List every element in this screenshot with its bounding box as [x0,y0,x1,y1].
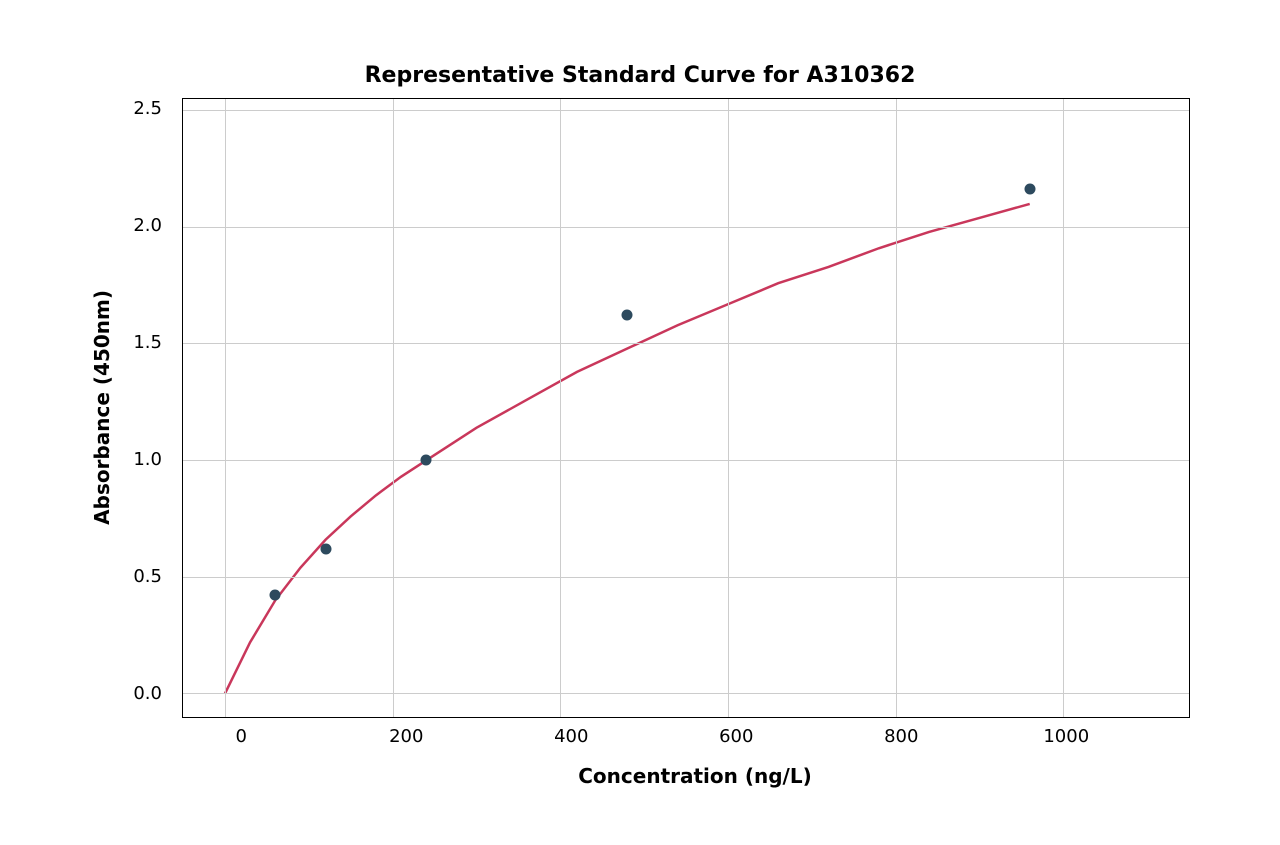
grid-line [183,577,1189,578]
grid-line [896,99,897,717]
grid-line [560,99,561,717]
data-point [622,310,633,321]
grid-line [1063,99,1064,717]
y-tick-label: 2.5 [133,100,162,118]
grid-line [183,227,1189,228]
chart-container: Representative Standard Curve for A31036… [90,63,1190,783]
x-tick-label: 600 [719,726,753,747]
x-tick-label: 400 [554,726,588,747]
x-tick-label: 800 [884,726,918,747]
y-tick-label: 0.5 [133,568,162,586]
grid-line [183,693,1189,694]
plot-wrapper: Absorbance (450nm) 2.5 2.0 1.5 1.0 0.5 0.0 [90,98,1190,718]
grid-line [393,99,394,717]
data-point [421,454,432,465]
curve-line [183,99,1189,717]
grid-line [728,99,729,717]
x-axis-ticks: 0 200 400 600 800 1000 [200,726,1190,748]
x-axis-label: Concentration (ng/L) [200,764,1190,788]
data-point [1024,184,1035,195]
grid-line [183,110,1189,111]
chart-title: Representative Standard Curve for A31036… [90,63,1190,88]
data-point [320,543,331,554]
x-tick-label: 0 [236,726,247,747]
plot-area [182,98,1190,718]
y-tick-label: 1.5 [133,334,162,352]
y-tick-label: 2.0 [133,217,162,235]
x-tick-label: 200 [389,726,423,747]
x-axis-row: 0 200 400 600 800 1000 [90,726,1190,748]
y-tick-label: 1.0 [133,451,162,469]
y-axis-ticks: 2.5 2.0 1.5 1.0 0.5 0.0 [122,98,172,718]
grid-line [183,343,1189,344]
y-tick-label: 0.0 [133,685,162,703]
data-point [270,590,281,601]
grid-line [225,99,226,717]
grid-line [183,460,1189,461]
y-axis-label: Absorbance (450nm) [90,290,114,525]
x-axis-label-row: Concentration (ng/L) [90,756,1190,788]
x-tick-label: 1000 [1043,726,1089,747]
